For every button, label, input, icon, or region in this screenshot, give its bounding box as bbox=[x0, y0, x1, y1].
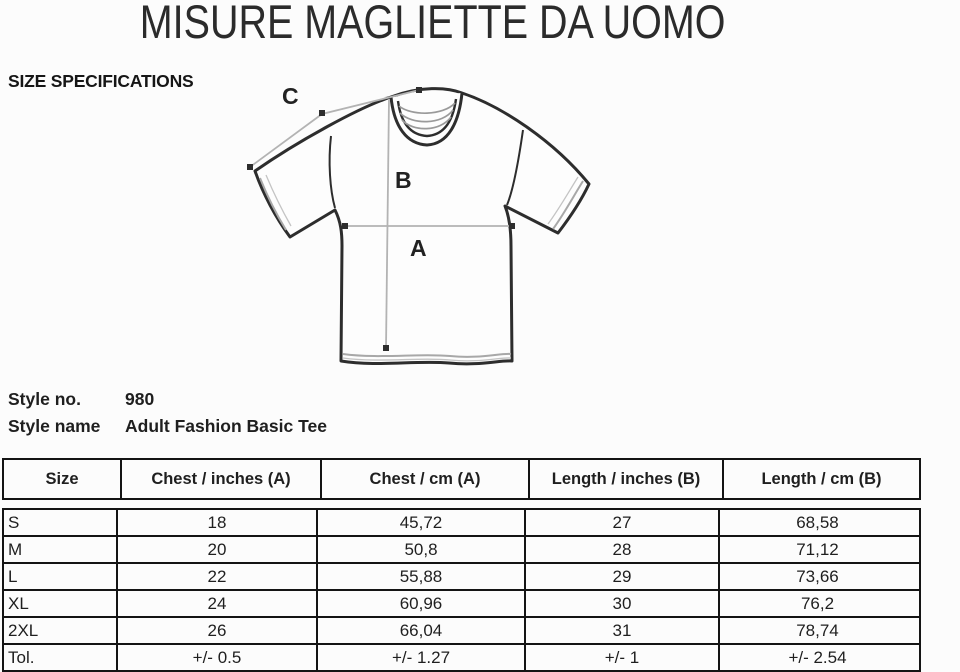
cell-chest-in: 18 bbox=[116, 510, 316, 535]
cell-length-in: 29 bbox=[524, 564, 718, 589]
cell-chest-in: 20 bbox=[116, 537, 316, 562]
column-header-length-inches: Length / inches (B) bbox=[528, 460, 722, 498]
column-header-size: Size bbox=[45, 469, 79, 488]
table-row-xl: XL 24 60,96 30 76,2 bbox=[2, 589, 921, 618]
cell-size: XL bbox=[8, 594, 29, 613]
cell-length-in: +/- 1 bbox=[524, 645, 718, 670]
table-row-l: L 22 55,88 29 73,66 bbox=[2, 562, 921, 591]
cell-length-cm: 73,66 bbox=[718, 564, 915, 589]
left-armhole-seam bbox=[328, 135, 336, 209]
marker-a-right bbox=[509, 223, 515, 229]
measure-line-b bbox=[385, 98, 390, 349]
cell-length-cm: 68,58 bbox=[718, 510, 915, 535]
cell-length-in: 31 bbox=[524, 618, 718, 643]
cell-length-in: 27 bbox=[524, 510, 718, 535]
column-header-chest-cm: Chest / cm (A) bbox=[320, 460, 528, 498]
left-cuff-ribbing bbox=[259, 177, 287, 231]
label-b: B bbox=[395, 167, 412, 193]
cell-chest-cm: 45,72 bbox=[316, 510, 524, 535]
table-row-m: M 20 50,8 28 71,12 bbox=[2, 535, 921, 564]
cell-chest-in: +/- 0.5 bbox=[116, 645, 316, 670]
collar-ribbing-2 bbox=[399, 109, 454, 123]
right-cuff-ribbing-2 bbox=[547, 176, 579, 225]
collar-ribbing-3 bbox=[401, 116, 452, 130]
style-no-value: 980 bbox=[125, 389, 155, 409]
cell-chest-cm: 50,8 bbox=[316, 537, 524, 562]
cell-size: Tol. bbox=[8, 648, 35, 667]
tshirt-diagram: C B A bbox=[247, 83, 591, 366]
label-a: A bbox=[410, 235, 427, 261]
cell-chest-cm: 60,96 bbox=[316, 591, 524, 616]
cell-chest-in: 22 bbox=[116, 564, 316, 589]
cell-length-cm: +/- 2.54 bbox=[718, 645, 915, 670]
right-armhole-seam bbox=[506, 129, 524, 206]
size-table: Size Chest / inches (A) Chest / cm (A) L… bbox=[2, 458, 921, 672]
table-row-s: S 18 45,72 27 68,58 bbox=[2, 508, 921, 537]
table-row-2xl: 2XL 26 66,04 31 78,74 bbox=[2, 616, 921, 645]
hem-ribbing-2 bbox=[342, 357, 512, 362]
style-no-label: Style no. bbox=[8, 389, 81, 409]
column-header-chest-inches: Chest / inches (A) bbox=[120, 460, 320, 498]
marker-c-mid bbox=[319, 110, 325, 116]
marker-c-end bbox=[247, 164, 253, 170]
cell-chest-in: 24 bbox=[116, 591, 316, 616]
right-cuff-ribbing bbox=[552, 180, 584, 230]
cell-length-cm: 76,2 bbox=[718, 591, 915, 616]
style-name-row: Style name Adult Fashion Basic Tee bbox=[8, 413, 327, 440]
cell-size: L bbox=[8, 567, 18, 586]
cell-length-cm: 71,12 bbox=[718, 537, 915, 562]
marker-c-top bbox=[416, 87, 422, 93]
style-name-label: Style name bbox=[8, 416, 101, 436]
table-row-tolerance: Tol. +/- 0.5 +/- 1.27 +/- 1 +/- 2.54 bbox=[2, 643, 921, 672]
cell-chest-cm: +/- 1.27 bbox=[316, 645, 524, 670]
table-header-row: Size Chest / inches (A) Chest / cm (A) L… bbox=[2, 458, 921, 500]
collar-inner bbox=[396, 98, 458, 138]
size-specifications-heading: SIZE SPECIFICATIONS bbox=[8, 71, 194, 91]
label-c: C bbox=[282, 83, 299, 109]
table-body: S 18 45,72 27 68,58 M 20 50,8 28 71,12 L… bbox=[2, 508, 921, 672]
hem-ribbing bbox=[342, 352, 512, 358]
cell-chest-in: 26 bbox=[116, 618, 316, 643]
style-info: Style no. 980 Style name Adult Fashion B… bbox=[8, 386, 327, 440]
cell-chest-cm: 66,04 bbox=[316, 618, 524, 643]
cell-length-in: 30 bbox=[524, 591, 718, 616]
cell-size: S bbox=[8, 513, 20, 532]
style-no-row: Style no. 980 bbox=[8, 386, 327, 413]
marker-b-bottom bbox=[383, 345, 389, 351]
marker-a-left bbox=[342, 223, 348, 229]
cell-chest-cm: 55,88 bbox=[316, 564, 524, 589]
collar-ribbing-1 bbox=[398, 102, 456, 114]
page-title: MISURE MAGLIETTE DA UOMO bbox=[140, 0, 726, 48]
page-title-wrap: MISURE MAGLIETTE DA UOMO bbox=[0, 0, 866, 49]
collar-outer bbox=[389, 92, 464, 147]
cell-length-in: 28 bbox=[524, 537, 718, 562]
cell-size: 2XL bbox=[8, 621, 39, 640]
cell-size: M bbox=[8, 540, 23, 559]
style-name-value: Adult Fashion Basic Tee bbox=[125, 416, 327, 436]
left-cuff-ribbing-2 bbox=[265, 174, 292, 227]
column-header-length-cm: Length / cm (B) bbox=[722, 460, 919, 498]
cell-length-cm: 78,74 bbox=[718, 618, 915, 643]
